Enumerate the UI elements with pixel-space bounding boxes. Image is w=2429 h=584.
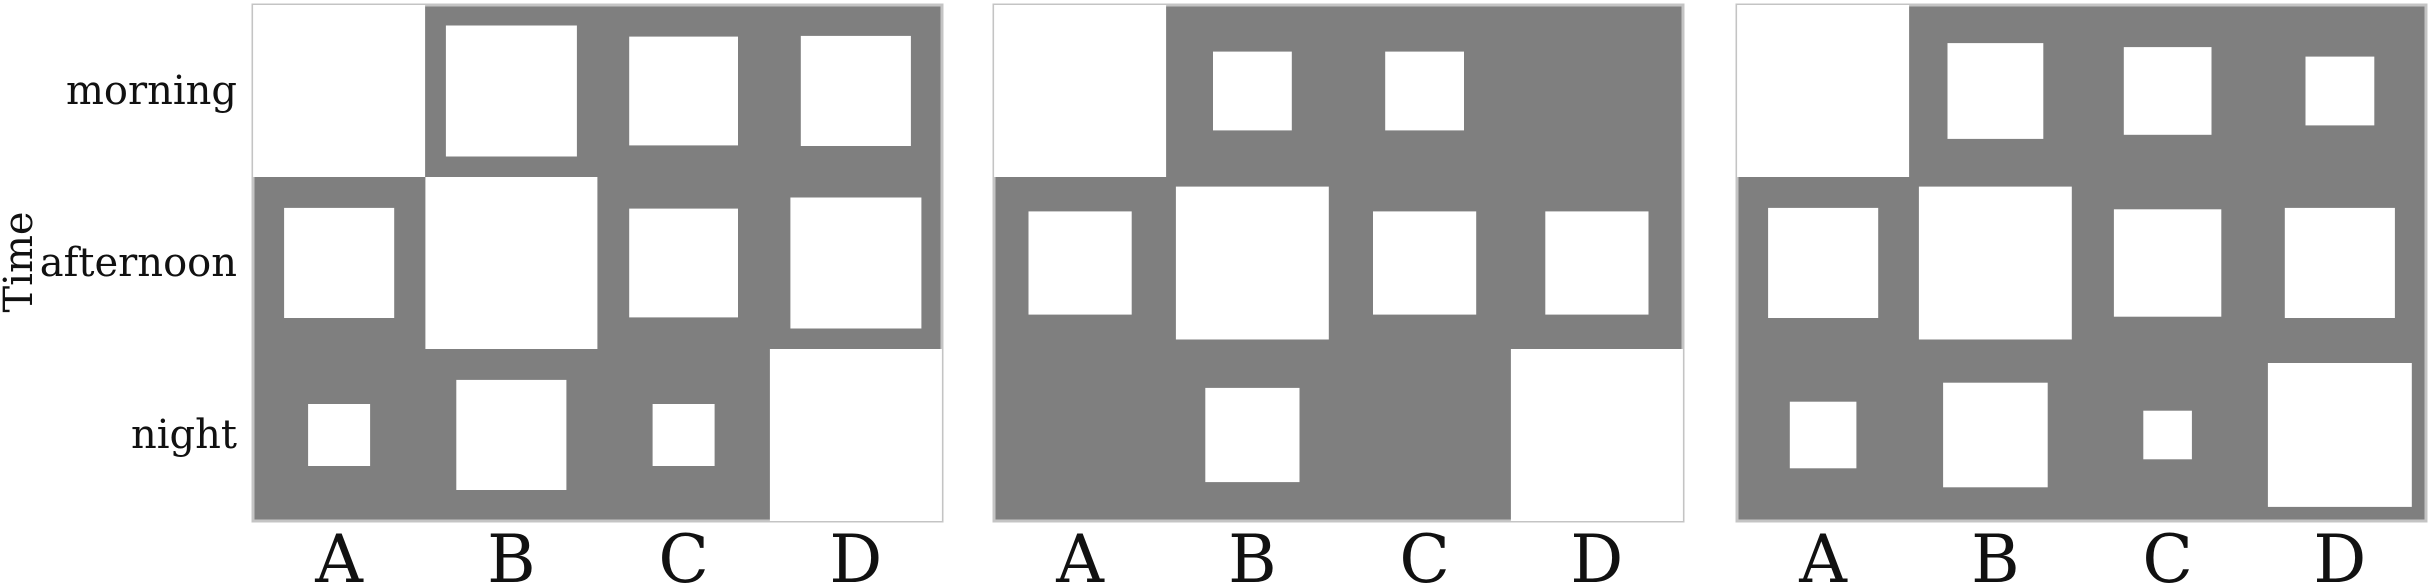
y-axis-label: Time — [0, 211, 42, 312]
x-tick-label: B — [1971, 521, 2020, 584]
hinton-cell — [445, 25, 577, 157]
x-tick-label: D — [829, 521, 882, 584]
hinton-cell — [1947, 43, 2044, 139]
hinton-cell — [652, 404, 715, 466]
x-tick-label: D — [1570, 521, 1623, 584]
hinton-cell — [2143, 410, 2192, 460]
hinton-cell — [800, 35, 911, 146]
hinton-cell — [1213, 51, 1292, 131]
x-tick-label: B — [1228, 521, 1277, 584]
hinton-cell — [1768, 207, 1879, 318]
hinton-cell — [629, 36, 738, 146]
chart-panel-3: A B C D — [1735, 3, 2428, 584]
hinton-cell — [629, 208, 738, 318]
chart-panel-2: A B C D — [992, 3, 1685, 584]
hinton-cell — [1028, 211, 1132, 315]
hinton-cell — [1737, 5, 1910, 177]
hinton-cell — [2305, 56, 2375, 126]
hinton-cell — [1789, 401, 1857, 469]
x-tick-label: C — [658, 521, 709, 584]
hinton-cell — [1175, 186, 1329, 340]
y-tick-label: afternoon — [40, 240, 237, 286]
hinton-cell — [769, 349, 942, 521]
hinton-cell — [1205, 387, 1300, 483]
hinton-cell — [253, 5, 426, 177]
hinton-cell — [2267, 363, 2412, 507]
hinton-cell — [456, 379, 567, 490]
y-tick-label: morning — [66, 68, 237, 114]
x-tick-label: A — [1055, 521, 1105, 584]
hinton-cell — [1373, 211, 1477, 315]
hinton-cell — [308, 404, 371, 466]
hinton-cell — [1918, 186, 2072, 340]
hinton-cell — [2284, 207, 2395, 318]
x-tick-label: C — [1399, 521, 1450, 584]
hinton-cell — [2113, 209, 2222, 317]
hinton-cell — [425, 177, 598, 349]
x-tick-label: A — [1798, 521, 1848, 584]
x-tick-label: C — [2142, 521, 2193, 584]
hinton-cell — [994, 5, 1167, 177]
hinton-cell — [1545, 211, 1649, 315]
y-tick-label: night — [131, 412, 237, 458]
x-tick-label: D — [2313, 521, 2366, 584]
hinton-cell — [790, 197, 922, 329]
hinton-cell — [1510, 349, 1683, 521]
x-tick-label: B — [487, 521, 536, 584]
hinton-cell — [2123, 47, 2212, 135]
hinton-cell — [284, 207, 395, 318]
hinton-cell — [1385, 51, 1464, 131]
y-tick-labels: morning afternoon night — [40, 68, 237, 458]
x-tick-label: A — [314, 521, 364, 584]
chart-panel-1: A B C D — [251, 3, 944, 584]
hinton-cell — [1943, 382, 2048, 488]
